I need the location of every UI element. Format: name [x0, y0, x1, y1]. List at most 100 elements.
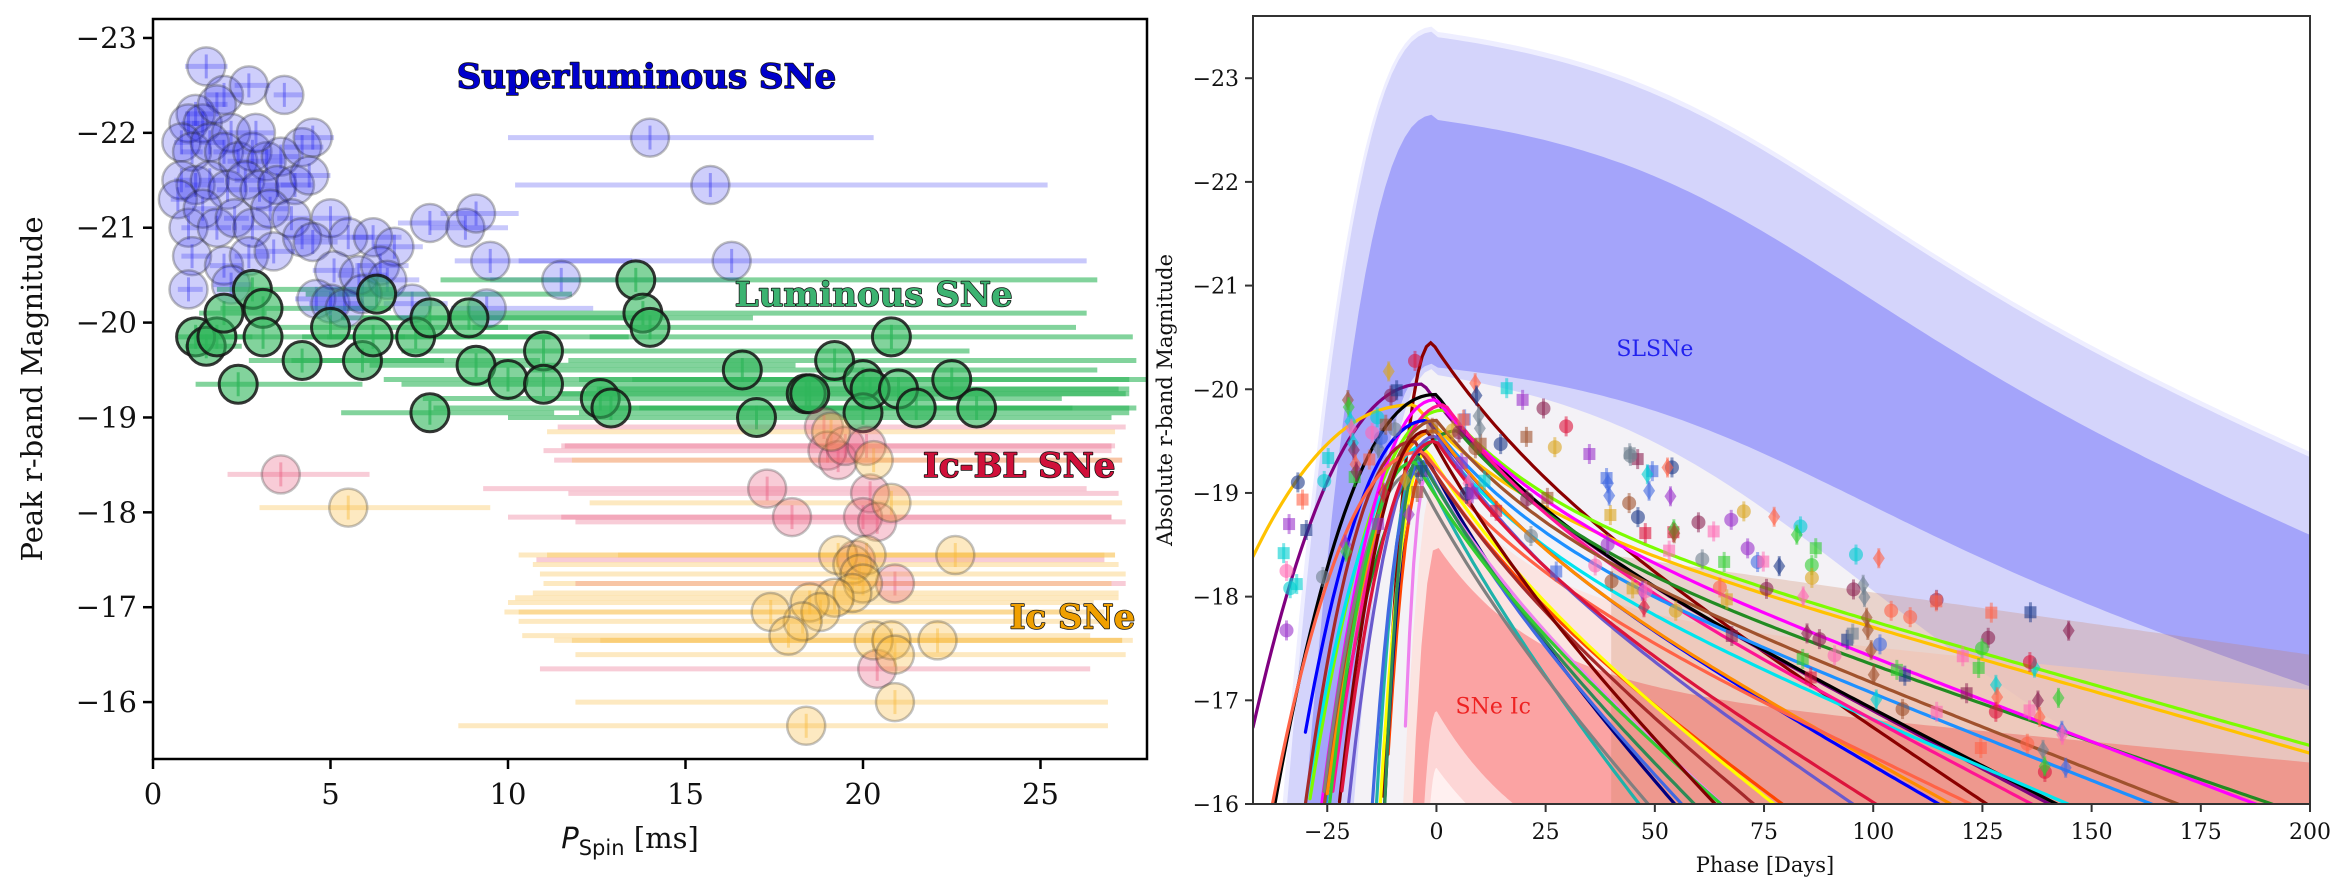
plot-frame: [1252, 15, 2311, 805]
obs-marker: [1583, 448, 1596, 461]
y-axis-label: Absolute r-band Magnitude: [1153, 254, 1177, 547]
data-point: [189, 122, 231, 163]
obs-marker: [1790, 525, 1803, 544]
data-point: [856, 501, 898, 543]
obs-marker: [1930, 705, 1943, 718]
data-point: [182, 103, 223, 144]
data-point: [807, 430, 848, 471]
data-point: [249, 188, 291, 229]
data-point: [257, 164, 298, 206]
obs-marker: [1622, 496, 1637, 511]
annotation-label: Ic SNe: [1010, 598, 1136, 638]
obs-marker: [1523, 529, 1538, 544]
obs-marker: [1664, 487, 1677, 506]
data-point: [455, 193, 497, 234]
data-point: [161, 122, 202, 163]
data-point: [750, 591, 791, 633]
obs-marker: [1903, 610, 1918, 625]
obs-marker: [1812, 632, 1827, 647]
data-point: [768, 615, 809, 656]
data-point: [313, 250, 355, 291]
obs-marker: [1411, 486, 1424, 499]
data-point: [171, 131, 213, 173]
y-axis-label: Peak r-band Magnitude: [15, 217, 49, 562]
y-tick-label: −23: [76, 21, 137, 55]
obs-marker: [1300, 524, 1313, 537]
obs-marker: [1322, 452, 1335, 465]
obs-marker: [1768, 507, 1781, 526]
obs-marker: [1296, 493, 1309, 506]
obs-marker: [1350, 462, 1363, 481]
obs-marker: [1796, 652, 1809, 665]
obs-marker: [1668, 603, 1683, 618]
obs-marker: [1641, 465, 1654, 484]
data-point: [242, 316, 284, 358]
obs-marker: [1846, 582, 1861, 597]
point-layer: [157, 46, 998, 747]
x-tick-label: 200: [2289, 820, 2331, 845]
y-tick-label: −16: [76, 685, 137, 719]
data-point: [157, 179, 199, 220]
y-axis: −23 −22 −21 −20 −19 −18 −17 −16: [76, 21, 153, 719]
obs-marker: [1663, 544, 1676, 557]
obs-marker: [2056, 725, 2069, 744]
y-tick-label: −17: [1193, 689, 1239, 714]
annotation-layer: SLSNe SNe Ic: [1456, 337, 1694, 720]
data-point: [590, 387, 632, 429]
x-axis-label: Phase [Days]: [1696, 853, 1834, 877]
obs-marker: [1603, 486, 1616, 505]
data-point: [956, 387, 998, 429]
data-point: [832, 544, 873, 585]
obs-marker: [2038, 757, 2051, 776]
data-point: [182, 188, 223, 229]
x-tick-label: 0: [144, 777, 162, 811]
x-axis-label-symbol: P: [561, 821, 579, 855]
x-axis: 0 5 10 15 20 25: [144, 759, 1059, 811]
obs-marker: [1872, 637, 1887, 652]
obs-marker: [1989, 675, 2002, 694]
y-tick-label: −22: [76, 116, 137, 150]
data-point: [203, 292, 245, 334]
obs-marker: [1736, 504, 1751, 519]
data-point: [186, 46, 227, 87]
obs-marker: [1930, 595, 1943, 608]
obs-marker: [1884, 603, 1899, 618]
data-point: [409, 392, 451, 434]
light-curve-deeppink: [1331, 403, 2036, 804]
annotation-label: SLSNe: [1616, 337, 1693, 362]
obs-marker: [1707, 525, 1720, 538]
obs-marker: [1283, 518, 1296, 531]
obs-marker: [1846, 627, 1859, 640]
data-point: [846, 534, 887, 576]
data-point: [842, 563, 884, 604]
data-point: [175, 93, 216, 135]
obs-marker: [1363, 453, 1376, 466]
data-point: [814, 577, 855, 618]
data-point: [196, 84, 238, 125]
x-tick-label: 175: [2180, 820, 2222, 845]
obs-marker: [1588, 558, 1603, 573]
obs-marker: [1718, 555, 1731, 568]
data-point: [448, 297, 490, 339]
x-tick-label: 20: [845, 777, 882, 811]
y-tick-label: −23: [1193, 67, 1239, 92]
data-point: [814, 340, 856, 382]
obs-marker: [1520, 492, 1535, 507]
obs-marker: [1740, 541, 1755, 556]
obs-marker: [2022, 655, 2037, 670]
data-point: [374, 226, 415, 267]
obs-marker: [1550, 565, 1563, 578]
data-point: [409, 202, 451, 244]
data-point: [895, 387, 937, 429]
x-axis-label-subscript: Spin: [579, 836, 625, 860]
data-point: [871, 620, 912, 661]
data-point: [274, 164, 316, 206]
obs-marker: [1725, 629, 1738, 642]
data-point: [853, 439, 894, 481]
obs-marker: [1600, 537, 1615, 552]
y-tick-label: −19: [76, 400, 137, 434]
obs-marker: [1985, 606, 1998, 619]
obs-marker: [1638, 584, 1653, 599]
data-point: [203, 74, 245, 116]
